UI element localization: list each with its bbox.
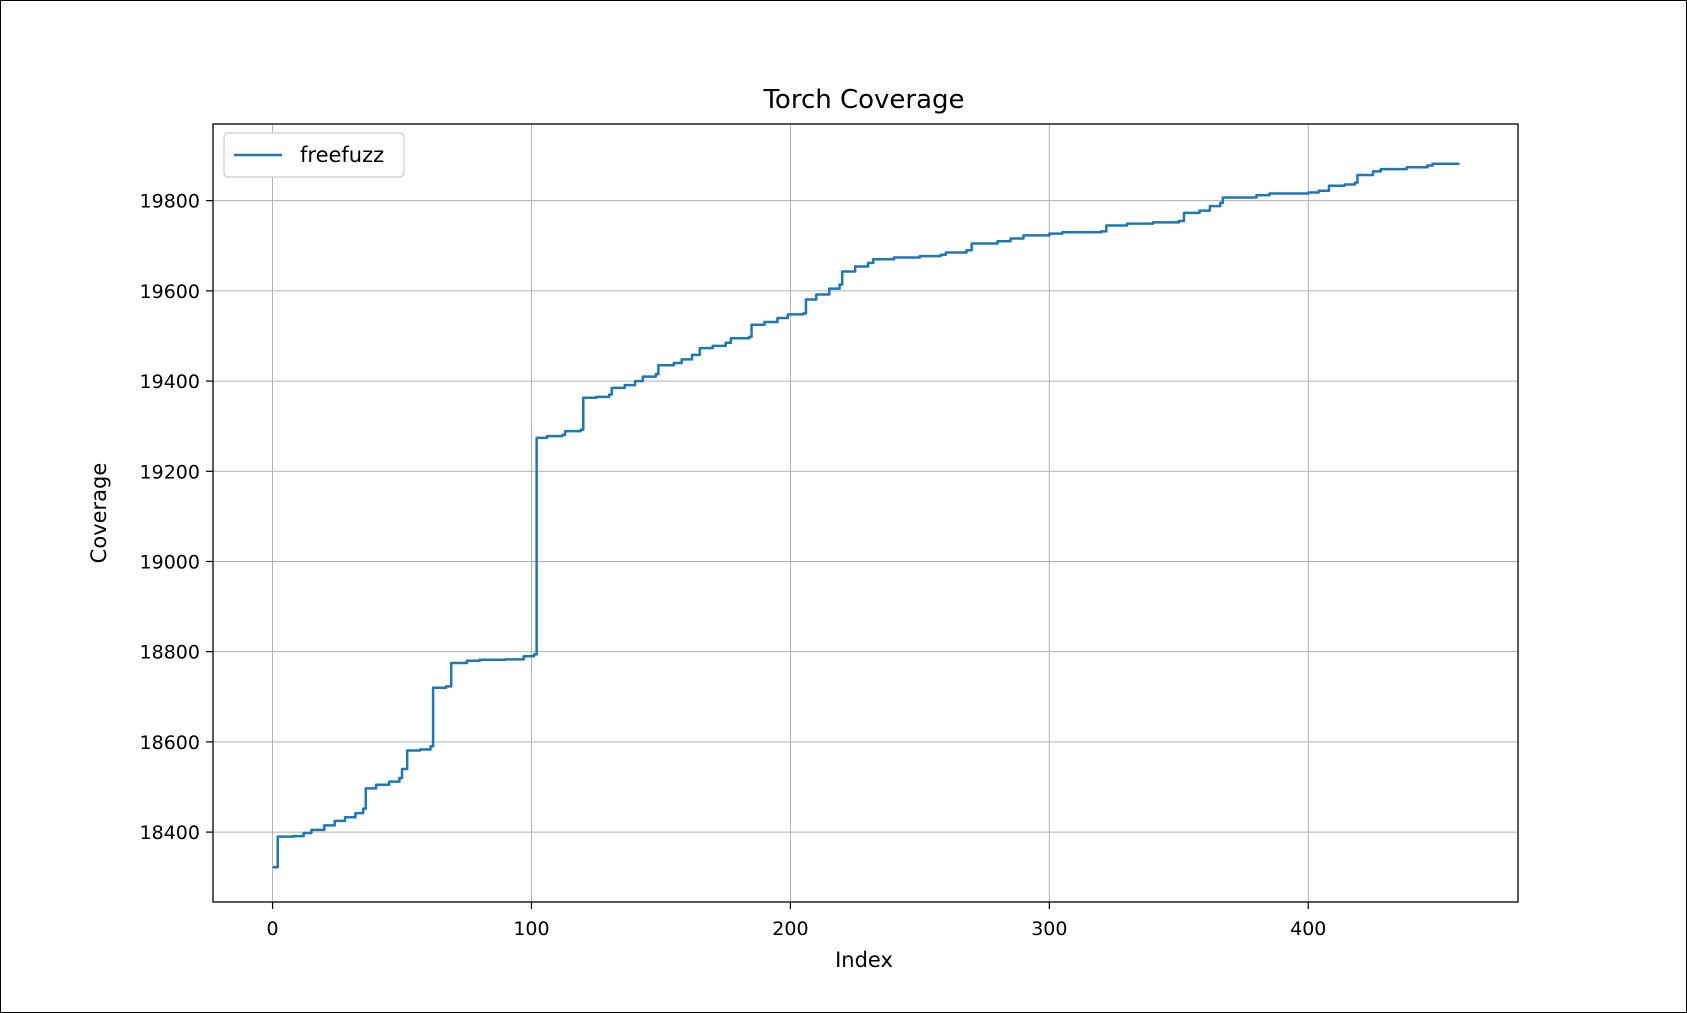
y-axis-label: Coverage — [87, 463, 111, 564]
legend-box — [223, 132, 405, 178]
y-tick-label: 18400 — [140, 822, 200, 844]
legend-label-freefuzz: freefuzz — [300, 143, 384, 167]
y-tick-label: 19000 — [140, 551, 200, 573]
y-tick-label: 19400 — [140, 371, 200, 393]
series-lines — [272, 162, 1460, 869]
chart-title: Torch Coverage — [762, 85, 964, 115]
y-tick-label: 19600 — [140, 281, 200, 303]
x-axis-label: Index — [835, 948, 893, 972]
grid-lines — [213, 124, 1518, 902]
x-tick-label: 400 — [1290, 918, 1326, 940]
series-line-freefuzz — [272, 162, 1460, 869]
y-tick-label: 19800 — [140, 191, 200, 213]
x-tick-label: 300 — [1031, 918, 1067, 940]
y-tick-label: 18800 — [140, 642, 200, 664]
plot-area-border — [212, 123, 1519, 903]
y-tick-label: 19200 — [140, 461, 200, 483]
x-tick-label: 0 — [267, 918, 279, 940]
axis-ticks: 0 100 200 300 400 18400 18600 18800 19000 19200 19… — [140, 191, 1327, 940]
legend: freefuzz — [223, 132, 405, 178]
y-tick-label: 18600 — [140, 732, 200, 754]
x-tick-label: 100 — [513, 918, 549, 940]
x-tick-label: 200 — [772, 918, 808, 940]
